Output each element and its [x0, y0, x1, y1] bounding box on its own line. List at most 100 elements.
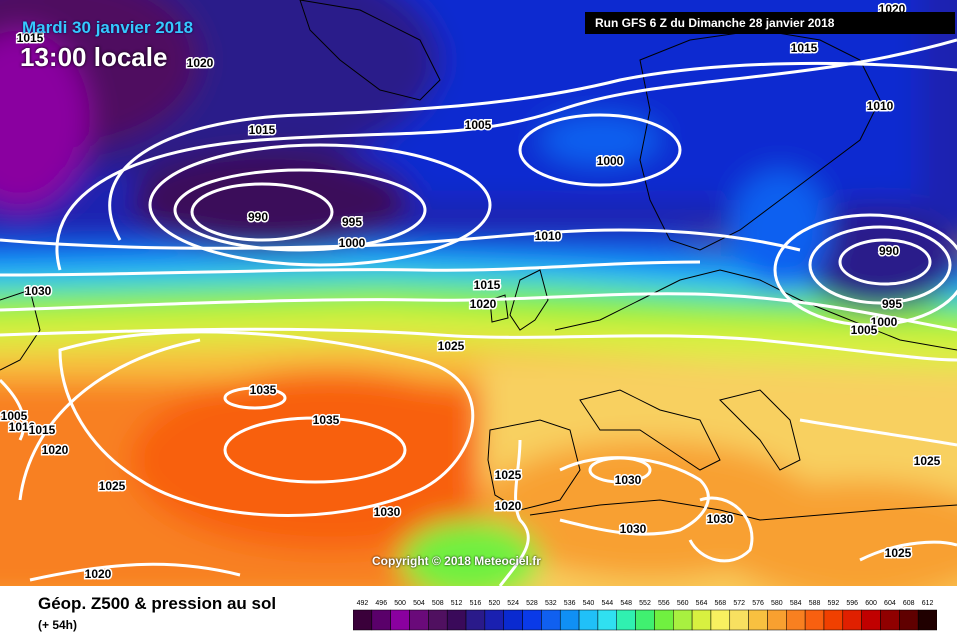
scale-tick-label: 592 — [828, 600, 840, 607]
scale-tick-label: 540 — [583, 600, 595, 607]
legend-panel: Géop. Z500 & pression au sol (+ 54h) 492… — [0, 586, 957, 638]
scale-swatch — [559, 609, 580, 631]
scale-swatch — [578, 609, 599, 631]
isobar-label: 990 — [248, 210, 268, 224]
legend-subtitle: (+ 54h) — [38, 618, 78, 632]
isobar-label: 1025 — [99, 479, 126, 493]
isobar-label: 990 — [879, 244, 899, 258]
isobar-label: 1010 — [867, 99, 894, 113]
scale-swatch — [371, 609, 391, 631]
isobar-label: 1005 — [851, 323, 878, 337]
scale-tick-label: 496 — [375, 600, 387, 607]
scale-tick-label: 612 — [922, 600, 934, 607]
scale-tick-label: 520 — [488, 600, 500, 607]
scale-swatch — [353, 609, 373, 631]
forecast-date: Mardi 30 janvier 2018 — [22, 18, 194, 37]
scale-tick-label: 532 — [545, 600, 557, 607]
scale-swatch — [786, 609, 806, 631]
isobar-label: 1030 — [615, 473, 642, 487]
isobar-label: 1000 — [597, 154, 624, 168]
isobar-label: 995 — [342, 215, 362, 229]
scale-tick-label: 560 — [677, 600, 689, 607]
scale-swatch — [842, 609, 862, 631]
isobar-label: 1020 — [85, 567, 112, 581]
scale-swatch — [823, 609, 844, 631]
scale-tick-label: 524 — [507, 600, 519, 607]
isobar-label: 1035 — [313, 413, 340, 427]
scale-tick-label: 516 — [470, 600, 482, 607]
isobar-label: 1030 — [374, 505, 401, 519]
scale-swatch — [804, 609, 825, 631]
isobar-label: 1020 — [495, 499, 522, 513]
isobar-label: 1005 — [465, 118, 492, 132]
isobar-label: 1030 — [25, 284, 52, 298]
scale-swatch — [465, 609, 486, 631]
isobar-label: 1025 — [495, 468, 522, 482]
isobar-label: 1025 — [438, 339, 465, 353]
isobar-label: 1020 — [187, 56, 214, 70]
scale-tick-label: 604 — [884, 600, 896, 607]
isobar-label: 1015 — [474, 278, 501, 292]
scale-swatch — [729, 609, 749, 631]
scale-swatch — [484, 609, 504, 631]
scale-tick-label: 584 — [790, 600, 802, 607]
scale-swatch — [917, 609, 937, 631]
isobar-label: 1020 — [42, 443, 69, 457]
scale-swatch — [710, 609, 731, 631]
scale-tick-label: 504 — [413, 600, 425, 607]
scale-tick-label: 580 — [771, 600, 783, 607]
legend-title: Géop. Z500 & pression au sol — [38, 594, 277, 613]
isobar-label: 1030 — [620, 522, 647, 536]
scale-tick-label: 536 — [564, 600, 576, 607]
isobar-lines — [0, 38, 957, 587]
scale-swatch — [673, 609, 693, 631]
scale-swatch — [428, 609, 448, 631]
isobar-label: 1005 — [1, 409, 28, 423]
scale-swatch — [616, 609, 636, 631]
isobar-label: 1030 — [707, 512, 734, 526]
forecast-hour: 13:00 locale — [20, 42, 168, 72]
scale-tick-label: 600 — [865, 600, 877, 607]
coastlines — [0, 0, 957, 521]
isobar-label: 1015 — [249, 123, 276, 137]
scale-swatch — [861, 609, 881, 631]
copyright-notice: Copyright © 2018 Meteociel.fr — [372, 554, 541, 568]
scale-tick-label: 512 — [451, 600, 463, 607]
scale-tick-label: 508 — [432, 600, 444, 607]
isobar-label: 995 — [882, 297, 902, 311]
scale-swatch — [880, 609, 900, 631]
isobar-label: 1010 — [535, 229, 562, 243]
model-run-label: Run GFS 6 Z du Dimanche 28 janvier 2018 — [585, 12, 955, 34]
isobar-labels: 1015 1020 1015 990 995 1000 1005 1000 1020 1015 10… — [0, 1, 942, 583]
scale-tick-label: 548 — [620, 600, 632, 607]
isobar-label: 1025 — [914, 454, 941, 468]
scale-swatch — [767, 609, 787, 631]
scale-swatch — [597, 609, 617, 631]
isobar-label: 1035 — [250, 383, 277, 397]
scale-swatch — [899, 609, 919, 631]
scale-tick-label: 492 — [357, 600, 369, 607]
scale-tick-label: 528 — [526, 600, 538, 607]
scale-tick-label: 608 — [903, 600, 915, 607]
scale-swatch — [691, 609, 712, 631]
scale-tick-label: 596 — [846, 600, 858, 607]
scale-tick-label: 500 — [394, 600, 406, 607]
isobar-label: 1015 — [17, 31, 44, 45]
scale-swatch — [541, 609, 561, 631]
isobar-label: 1000 — [339, 236, 366, 250]
isobar-label: 1020 — [470, 297, 497, 311]
scale-swatch — [503, 609, 523, 631]
scale-tick-label: 568 — [715, 600, 727, 607]
scale-tick-label: 552 — [639, 600, 651, 607]
scale-swatch — [390, 609, 410, 631]
scale-swatch — [522, 609, 542, 631]
isobar-label: 1015 — [791, 41, 818, 55]
scale-swatch — [635, 609, 655, 631]
scale-tick-label: 576 — [752, 600, 764, 607]
scale-tick-label: 556 — [658, 600, 670, 607]
scale-tick-label: 564 — [696, 600, 708, 607]
scale-swatch — [446, 609, 467, 631]
